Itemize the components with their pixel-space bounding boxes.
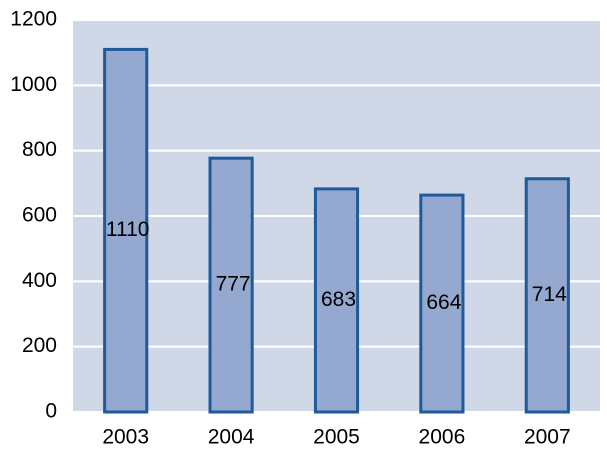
x-tick-label: 2004 xyxy=(208,426,255,449)
x-tick-label: 2007 xyxy=(524,426,571,449)
bar xyxy=(419,193,465,414)
data-label: 683 xyxy=(321,288,356,311)
data-label: 1110 xyxy=(106,218,150,241)
bar xyxy=(208,156,254,414)
bar xyxy=(103,47,149,414)
y-tick-label: 800 xyxy=(22,138,57,161)
data-label: 777 xyxy=(216,273,251,296)
data-label: 714 xyxy=(532,283,567,306)
x-tick-label: 2006 xyxy=(419,426,466,449)
x-tick-label: 2005 xyxy=(313,426,360,449)
bar xyxy=(313,187,360,414)
y-tick-label: 400 xyxy=(22,269,57,292)
y-tick-label: 1200 xyxy=(10,8,57,31)
y-tick-label: 1000 xyxy=(10,73,57,96)
y-tick-label: 600 xyxy=(22,204,57,227)
bar xyxy=(524,177,570,414)
y-tick-label: 0 xyxy=(45,400,57,423)
data-label: 664 xyxy=(426,291,461,314)
y-tick-label: 200 xyxy=(22,334,57,357)
x-tick-label: 2003 xyxy=(102,426,149,449)
